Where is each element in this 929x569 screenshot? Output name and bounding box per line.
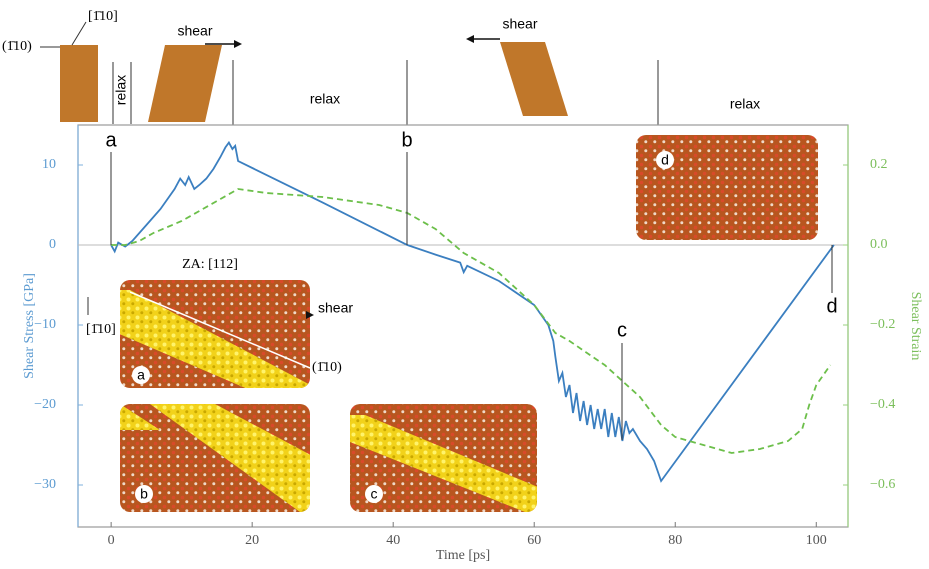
direction-arrow — [72, 22, 86, 45]
marker-label: b — [401, 129, 412, 151]
chart: (1̄10) [1̄10] relax shear relax shear re… — [0, 0, 929, 569]
y-tick-label: −20 — [34, 397, 56, 412]
y2-tick-label: −0.2 — [870, 317, 895, 332]
marker-label: d — [826, 295, 837, 317]
x-tick-label: 80 — [668, 533, 682, 548]
relax-label: relax — [730, 96, 760, 112]
x-tick-label: 40 — [386, 533, 400, 548]
y-tick-label: −10 — [34, 317, 56, 332]
y-tick-label: −30 — [34, 477, 56, 492]
x-tick-label: 100 — [806, 533, 827, 548]
relax-label: relax — [310, 91, 340, 107]
insets: d ZA: [112] shear [1̄10] (1̄10) a b c — [86, 135, 818, 520]
plane-label: (1̄10) — [312, 360, 342, 375]
y-axis-title: Shear Stress [GPa] — [22, 273, 37, 379]
inset-label: c — [371, 486, 378, 502]
arrow-head — [234, 40, 242, 48]
x-tick-label: 0 — [108, 533, 115, 548]
y2-tick-label: −0.4 — [870, 397, 895, 412]
inset-label: a — [137, 367, 145, 383]
crystal-block — [500, 42, 568, 116]
relax-label: relax — [113, 75, 129, 105]
zone-axis: ZA: [112] — [182, 257, 238, 272]
y-tick-label: 10 — [42, 157, 56, 172]
direction-label: [1̄10] — [86, 322, 116, 337]
crystal-block — [148, 45, 222, 122]
y-tick-label: 0 — [49, 237, 56, 252]
marker-label: c — [617, 319, 627, 341]
direction-label: [1̄10] — [88, 9, 118, 24]
plane-label: (1̄10) — [2, 39, 32, 54]
shear-label: shear — [177, 23, 212, 39]
x-axis-title: Time [ps] — [436, 548, 490, 563]
y2-tick-label: −0.6 — [870, 477, 895, 492]
arrow-head — [466, 35, 474, 43]
shear-label: shear — [318, 300, 353, 316]
inset-label: b — [140, 486, 148, 502]
y2-axis-title: Shear Strain — [908, 292, 923, 361]
crystal-block — [60, 45, 98, 122]
shear-label: shear — [502, 16, 537, 32]
y2-tick-label: 0.0 — [870, 237, 888, 252]
x-tick-label: 60 — [527, 533, 541, 548]
schematic: (1̄10) [1̄10] relax shear relax shear re… — [2, 9, 760, 125]
inset-label: d — [661, 152, 669, 168]
marker-label: a — [105, 129, 117, 151]
y2-tick-label: 0.2 — [870, 157, 888, 172]
x-tick-label: 20 — [245, 533, 259, 548]
